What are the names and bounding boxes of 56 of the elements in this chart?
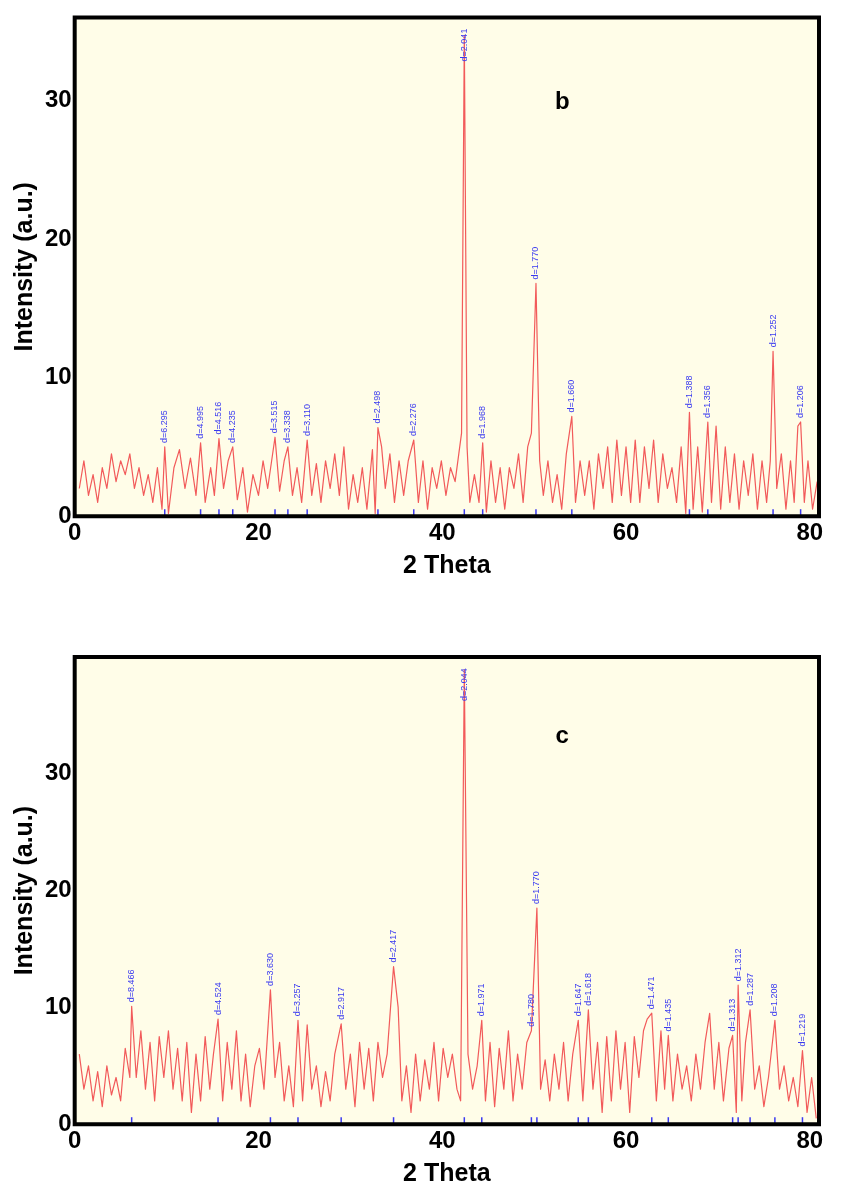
y-tick-label: 30 xyxy=(44,758,72,786)
annotation: d=1.971 xyxy=(476,983,487,1017)
annotation: d=1.252 xyxy=(767,314,778,348)
x-tick-label: 20 xyxy=(245,1126,272,1154)
annotation: d=3.110 xyxy=(301,403,312,436)
y-tick-label: 10 xyxy=(44,362,72,390)
y-axis-title: Intensity (a.u.) xyxy=(8,182,37,352)
annotation: d=1.388 xyxy=(683,375,694,409)
annotation: d=1.313 xyxy=(727,998,738,1032)
annotation: d=4.995 xyxy=(195,405,206,439)
annotation: d=1.208 xyxy=(769,983,780,1017)
annotation: b xyxy=(554,86,570,114)
annotation: d=3.338 xyxy=(282,410,293,443)
annotation: d=2.044 xyxy=(458,668,469,701)
x-tick-label: 40 xyxy=(428,518,456,546)
annotation: d=1.770 xyxy=(531,871,542,905)
annotation: d=2.917 xyxy=(335,986,346,1020)
annotation: d=3.515 xyxy=(269,400,280,434)
annotation: d=1.780 xyxy=(525,993,536,1027)
annotation: d=1.356 xyxy=(702,385,713,418)
y-axis-title: Intensity (a.u.) xyxy=(8,805,37,976)
annotation: d=1.206 xyxy=(795,385,806,418)
annotation: d=1.968 xyxy=(477,405,488,439)
annotation: d=2.417 xyxy=(388,929,399,963)
x-axis-title: 2 Theta xyxy=(403,549,492,578)
y-tick-label: 30 xyxy=(44,85,72,113)
annotation: d=8.466 xyxy=(126,969,137,1003)
x-tick-label: 60 xyxy=(612,518,640,546)
annotation: d=2.041 xyxy=(458,28,469,62)
annotation: d=1.647 xyxy=(572,983,583,1017)
annotation: d=1.471 xyxy=(646,976,657,1010)
x-tick-label: 60 xyxy=(612,1126,640,1154)
x-axis-title: 2 Theta xyxy=(403,1157,492,1186)
y-tick-label: 20 xyxy=(44,875,72,903)
annotation: d=2.498 xyxy=(372,390,383,424)
x-tick-label: 80 xyxy=(796,518,824,546)
annotation: d=4.524 xyxy=(212,982,223,1016)
x-tick-label: 20 xyxy=(245,518,272,546)
annotation: d=6.295 xyxy=(159,410,170,443)
annotation: d=3.630 xyxy=(264,953,275,986)
annotation: d=1.287 xyxy=(744,972,755,1006)
x-tick-label: 40 xyxy=(428,1126,456,1154)
annotation: d=1.770 xyxy=(530,246,541,280)
y-tick-label: 10 xyxy=(44,992,72,1020)
annotation: d=4.516 xyxy=(213,401,224,435)
y-tick-label: 20 xyxy=(44,223,72,251)
annotation: d=1.312 xyxy=(732,948,743,982)
annotation: d=1.435 xyxy=(662,998,673,1032)
annotation: c xyxy=(555,721,569,749)
annotation: d=3.257 xyxy=(292,983,303,1017)
annotation: d=1.618 xyxy=(582,972,593,1006)
x-tick-label: 80 xyxy=(796,1126,824,1154)
annotation: d=1.660 xyxy=(566,379,577,413)
annotation: d=1.219 xyxy=(796,1013,807,1047)
annotation: d=2.276 xyxy=(408,403,419,436)
annotation: d=4.235 xyxy=(227,410,238,443)
